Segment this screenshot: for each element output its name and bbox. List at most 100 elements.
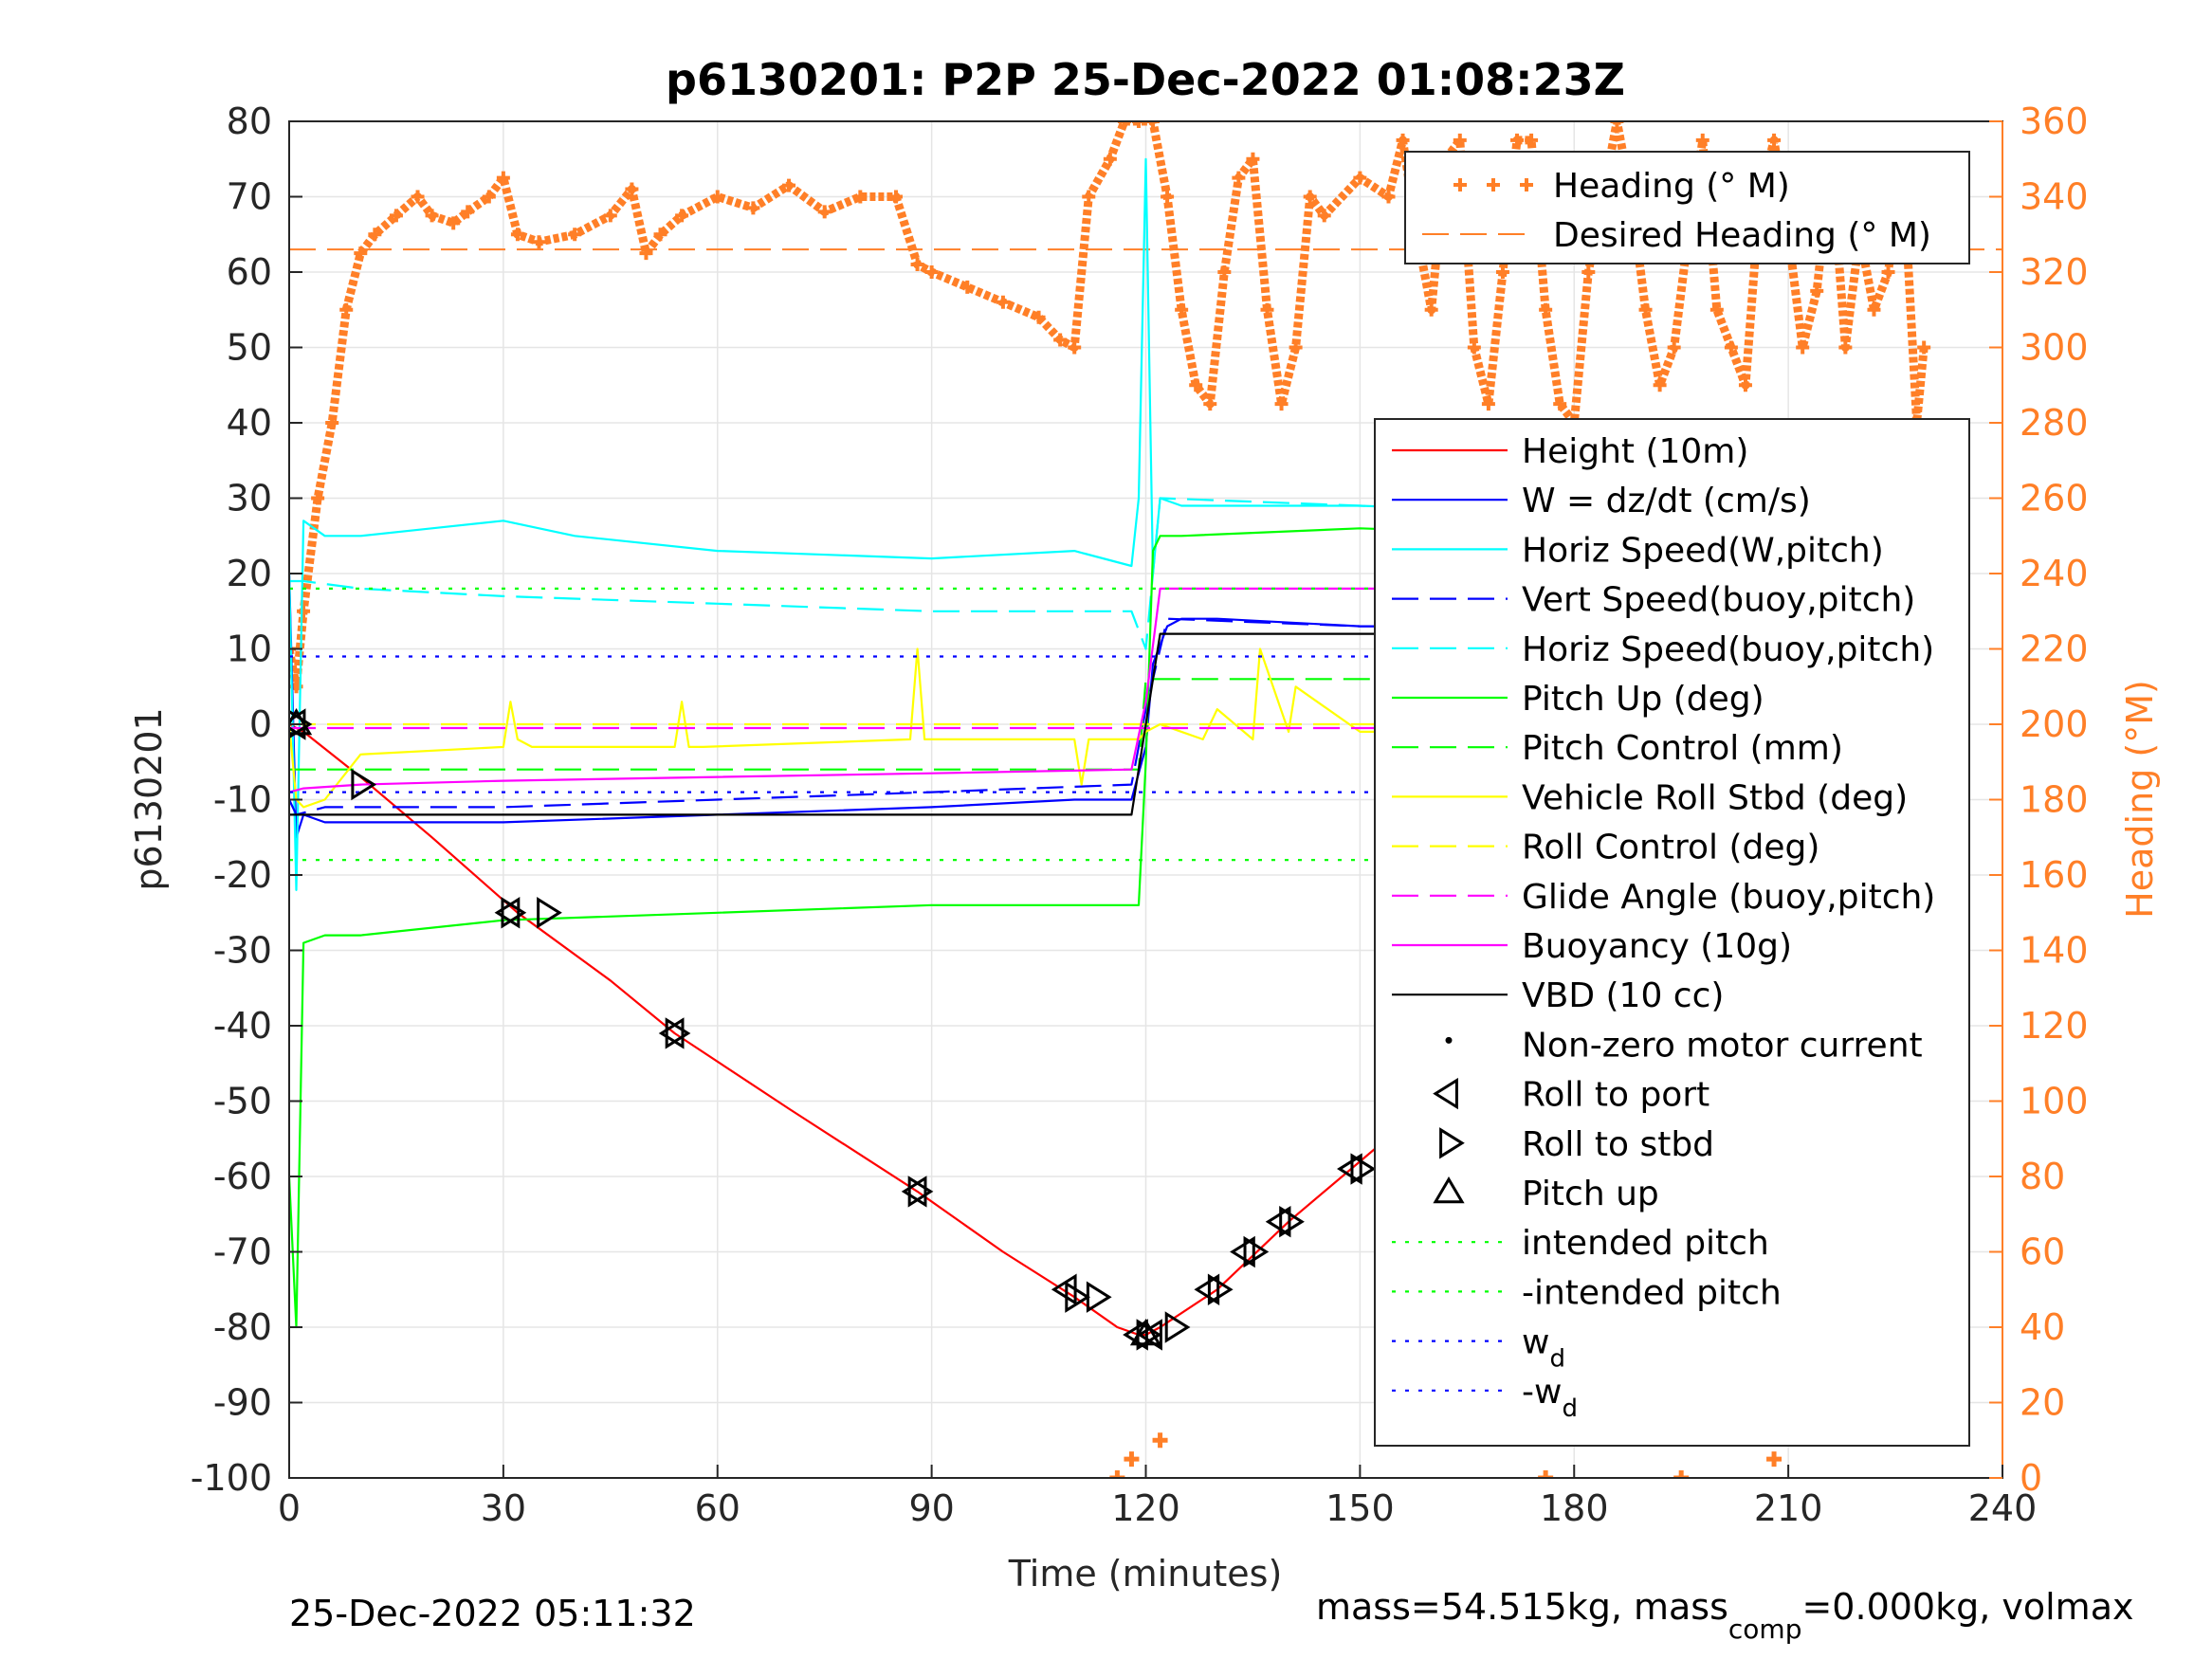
x-tick-label: 210	[1754, 1487, 1823, 1529]
heading-point	[1881, 265, 1895, 279]
heading-point	[510, 228, 524, 242]
heading-point	[1203, 397, 1217, 411]
heading-point	[368, 228, 382, 242]
heading-point	[888, 190, 903, 204]
heading-point	[411, 190, 425, 204]
heading-point	[1217, 265, 1232, 279]
heading-point	[1032, 310, 1046, 324]
heading-point	[1117, 121, 1131, 128]
heading-point	[1467, 340, 1481, 355]
heading-point	[461, 205, 475, 219]
heading-point	[675, 209, 689, 223]
heading-point	[1068, 340, 1082, 355]
series-line	[289, 157, 1925, 892]
heading-point	[1917, 340, 1931, 355]
right-tick-label: 220	[2020, 629, 2089, 670]
heading-point	[1146, 121, 1161, 128]
footer-timestamp: 25-Dec-2022 05:11:32	[289, 1593, 696, 1634]
heading-point	[1810, 283, 1824, 298]
right-tick-label: 180	[2020, 779, 2089, 821]
right-tick-label: 40	[2020, 1306, 2065, 1348]
heading-outlier-point	[1673, 1470, 1690, 1478]
heading-point	[1581, 265, 1596, 279]
x-tick-label: 120	[1111, 1487, 1180, 1529]
roll-stbd-marker	[1164, 1311, 1191, 1343]
heading-outlier-point	[1109, 1470, 1125, 1478]
heading-point	[1396, 133, 1410, 147]
heading-point	[653, 228, 667, 242]
roll-port-marker	[1194, 1273, 1220, 1305]
heading-point	[1453, 133, 1467, 147]
heading-point	[1103, 152, 1117, 166]
legend-heading-swatch	[1520, 178, 1533, 191]
roll-port-marker	[1123, 1319, 1148, 1351]
y-tick-label: -100	[191, 1457, 272, 1499]
right-tick-label: 200	[2020, 703, 2089, 745]
x-axis-label: Time (minutes)	[1008, 1553, 1283, 1595]
y-tick-label: -60	[213, 1156, 272, 1197]
right-tick-label: 260	[2020, 478, 2089, 520]
right-tick-label: 20	[2020, 1382, 2065, 1424]
heading-outlier-point	[1152, 1432, 1168, 1449]
x-tick-label: 0	[278, 1487, 301, 1529]
heading-outlier-point	[1766, 1451, 1782, 1468]
legend-heading-swatch	[1487, 178, 1500, 191]
right-tick-label: 100	[2020, 1081, 2089, 1122]
heading-point	[1667, 340, 1681, 355]
heading-point	[1424, 302, 1438, 317]
legend-main-label: Roll to stbd	[1522, 1125, 1714, 1164]
right-tick-label: 280	[2020, 402, 2089, 444]
footer-mass-suffix: =0.000kg, volmax	[1801, 1586, 2133, 1628]
roll-stbd-marker	[1350, 1153, 1377, 1185]
y-tick-label: 40	[227, 402, 272, 444]
legend-main-label-text: -w	[1522, 1373, 1562, 1412]
right-tick-label: 60	[2020, 1231, 2065, 1273]
heading-point	[1796, 340, 1810, 355]
heading-point	[1767, 133, 1782, 147]
legend-main: Height (10m) W = dz/dt (cm/s) Horiz Speed(…	[1374, 418, 1970, 1447]
heading-point	[1525, 133, 1539, 147]
y-tick-label: -80	[213, 1306, 272, 1348]
heading-point	[1724, 340, 1738, 355]
legend-heading-swatch	[1453, 178, 1467, 191]
heading-point	[496, 171, 510, 185]
roll-stbd-marker	[537, 897, 562, 929]
roll-port-marker	[1230, 1235, 1255, 1268]
legend-main-swatch	[1439, 1127, 1465, 1159]
legend-main-label-subscript: d	[1562, 1395, 1578, 1423]
roll-stbd-marker	[1243, 1235, 1270, 1268]
legend-heading-label: Heading (° M)	[1553, 167, 1790, 206]
legend-main-label: Horiz Speed(W,pitch)	[1522, 531, 1884, 570]
y-tick-label: 10	[227, 629, 272, 670]
roll-port-marker	[1051, 1273, 1077, 1305]
heading-point	[603, 209, 617, 223]
legend-heading-label: Desired Heading (° M)	[1553, 216, 1931, 255]
right-tick-label: 240	[2020, 553, 2089, 594]
y-tick-label: -40	[213, 1005, 272, 1047]
roll-port-marker	[658, 1017, 685, 1049]
heading-point	[1867, 302, 1881, 317]
legend-main-label: Vert Speed(buoy,pitch)	[1522, 581, 1915, 620]
heading-point	[1510, 133, 1525, 147]
roll-stbd-marker	[1086, 1281, 1112, 1313]
legend-main-label: -wd	[1522, 1373, 1578, 1423]
y-tick-label: -10	[213, 779, 272, 821]
series-line	[289, 617, 1925, 816]
roll-port-marker	[494, 897, 521, 929]
heading-point	[425, 209, 439, 223]
heading-point	[1738, 378, 1752, 392]
heading-point	[1539, 302, 1553, 317]
legend-heading: Heading (° M) Desired Heading (° M)	[1404, 151, 1970, 264]
right-tick-label: 340	[2020, 176, 2089, 218]
heading-point	[482, 190, 496, 204]
legend-main-label: Pitch Control (mm)	[1522, 729, 1843, 768]
heading-point	[960, 280, 975, 294]
heading-point	[817, 205, 832, 219]
roll-stbd-marker	[1207, 1273, 1234, 1305]
legend-main-label: Vehicle Roll Stbd (deg)	[1522, 778, 1908, 817]
legend-main-label: W = dz/dt (cm/s)	[1522, 482, 1811, 520]
legend-main-label: Pitch Up (deg)	[1522, 680, 1764, 719]
legend-main-swatch	[1445, 1036, 1453, 1044]
legend-main-label: Horiz Speed(buoy,pitch)	[1522, 630, 1934, 669]
roll-stbd-marker	[907, 1176, 934, 1208]
